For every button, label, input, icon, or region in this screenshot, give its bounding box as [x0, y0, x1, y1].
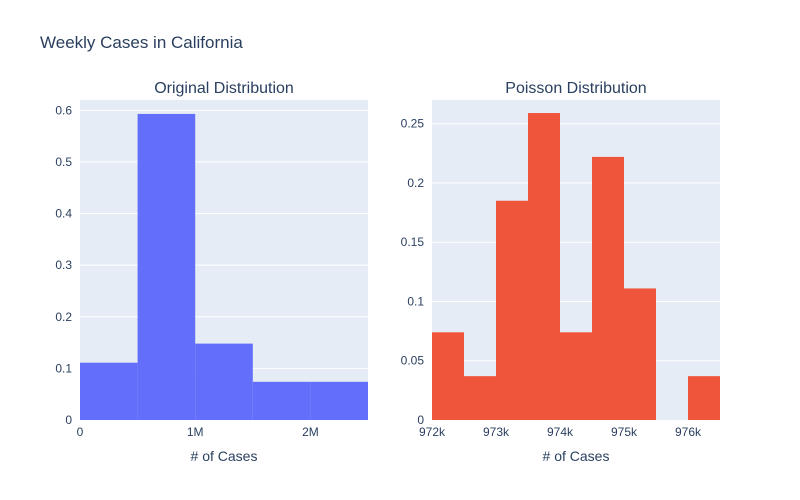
- bar-2: [432, 332, 464, 420]
- x-tick-label-2: 972k: [419, 425, 446, 439]
- bar-1: [252, 381, 311, 420]
- bar-2: [592, 156, 624, 420]
- x-axis-label-2: # of Cases: [543, 448, 610, 464]
- x-tick-label-1: 1M: [187, 425, 204, 439]
- bar-2: [624, 288, 656, 420]
- bar-2: [560, 332, 592, 420]
- bar-1: [137, 113, 196, 420]
- y-tick-label-1: 0: [65, 413, 72, 427]
- y-tick-label-2: 0.1: [407, 294, 424, 308]
- subplot-title-2: Poisson Distribution: [505, 80, 646, 97]
- y-tick-label-1: 0.4: [55, 207, 72, 221]
- bar-2: [464, 376, 496, 420]
- y-tick-label-1: 0.5: [55, 155, 72, 169]
- y-tick-label-1: 0.6: [55, 103, 72, 117]
- y-tick-label-1: 0.2: [55, 310, 72, 324]
- x-tick-label-2: 974k: [547, 425, 574, 439]
- x-axis-label-1: # of Cases: [191, 448, 258, 464]
- y-tick-label-2: 0.15: [401, 235, 425, 249]
- x-tick-label-2: 973k: [483, 425, 510, 439]
- subplot-title-1: Original Distribution: [154, 80, 294, 97]
- y-tick-label-1: 0.1: [55, 361, 72, 375]
- bar-1: [195, 343, 253, 420]
- y-tick-label-2: 0.2: [407, 176, 424, 190]
- x-tick-label-2: 975k: [611, 425, 638, 439]
- y-tick-label-1: 0.3: [55, 258, 72, 272]
- figure-title: Weekly Cases in California: [40, 33, 243, 52]
- bar-1: [310, 381, 368, 420]
- bar-1: [80, 362, 138, 420]
- x-tick-label-2: 976k: [675, 425, 702, 439]
- y-tick-label-2: 0.05: [401, 354, 425, 368]
- bar-2: [688, 376, 720, 420]
- x-tick-label-1: 0: [77, 425, 84, 439]
- y-tick-label-2: 0: [417, 413, 424, 427]
- y-tick-label-2: 0.25: [401, 117, 425, 131]
- bar-2: [528, 113, 560, 420]
- bar-2: [496, 200, 528, 420]
- x-tick-label-1: 2M: [302, 425, 319, 439]
